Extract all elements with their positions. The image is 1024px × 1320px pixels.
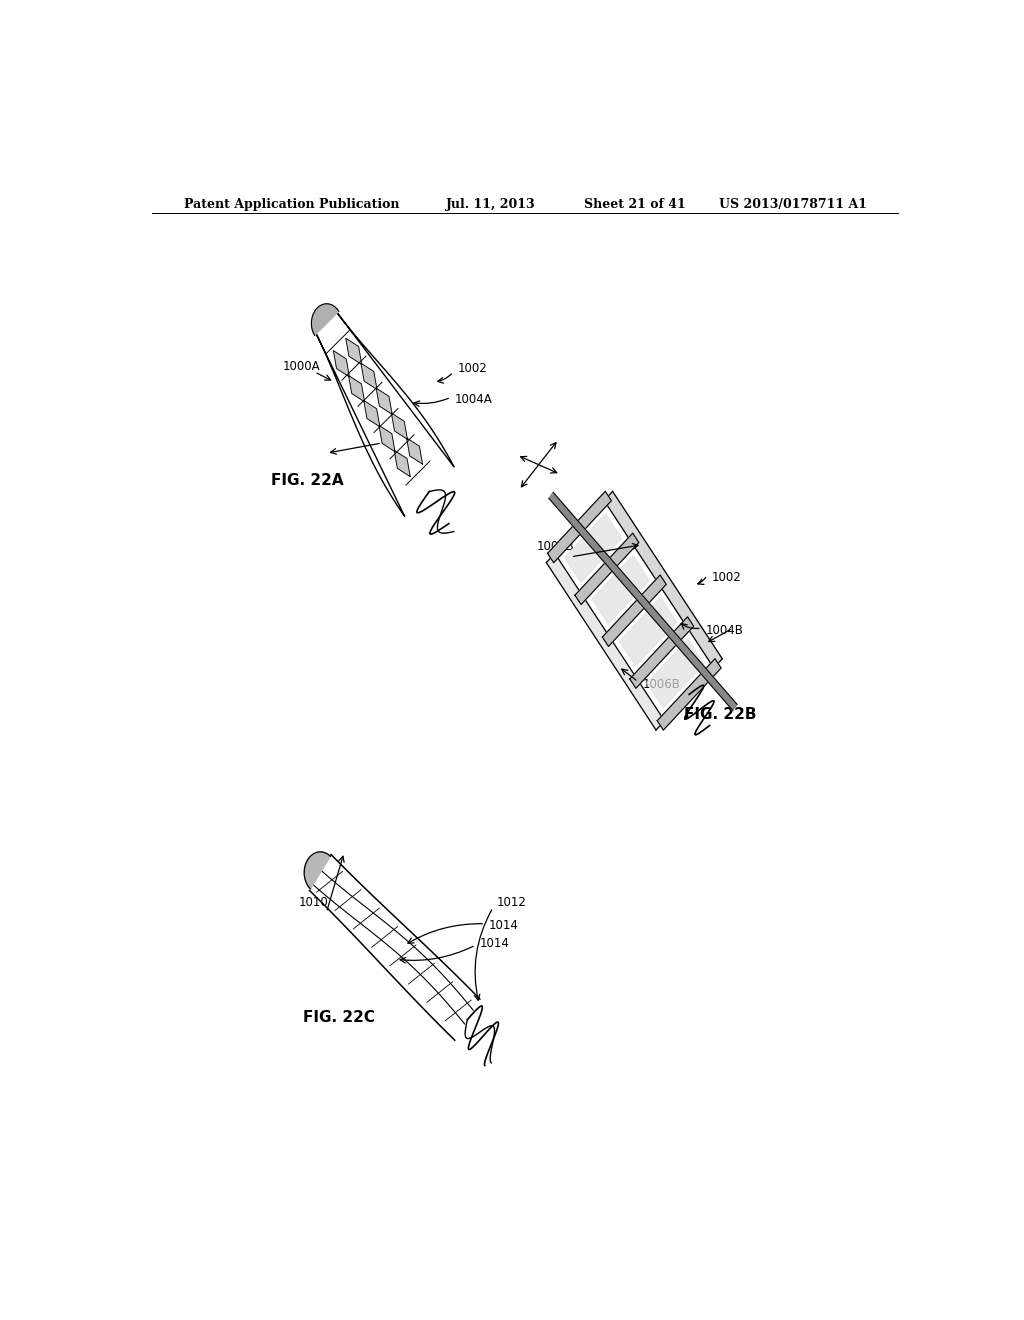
Polygon shape	[316, 313, 454, 516]
Polygon shape	[564, 513, 622, 582]
Polygon shape	[379, 425, 395, 451]
Text: 1012: 1012	[497, 896, 527, 909]
Polygon shape	[325, 322, 431, 494]
Text: 1006B: 1006B	[642, 678, 680, 692]
Polygon shape	[548, 491, 611, 562]
Polygon shape	[309, 855, 480, 1040]
Text: FIG. 22A: FIG. 22A	[270, 473, 343, 488]
Polygon shape	[348, 376, 365, 401]
Polygon shape	[602, 576, 667, 647]
Polygon shape	[604, 491, 722, 668]
Polygon shape	[311, 304, 339, 335]
Text: Jul. 11, 2013: Jul. 11, 2013	[445, 198, 536, 211]
Polygon shape	[346, 338, 361, 364]
Polygon shape	[647, 639, 703, 708]
Polygon shape	[657, 659, 721, 730]
Text: 1010: 1010	[299, 896, 329, 909]
Polygon shape	[630, 616, 693, 688]
Text: 1002: 1002	[458, 362, 487, 375]
Text: FIG. 22B: FIG. 22B	[684, 708, 756, 722]
Polygon shape	[592, 556, 649, 624]
Polygon shape	[334, 351, 349, 378]
Text: 1004A: 1004A	[455, 393, 493, 405]
Polygon shape	[549, 492, 737, 710]
Polygon shape	[407, 438, 423, 465]
Text: Sheet 21 of 41: Sheet 21 of 41	[585, 198, 686, 211]
Text: 1014: 1014	[479, 937, 509, 949]
Text: 1002: 1002	[712, 570, 741, 583]
Text: 1000B: 1000B	[537, 540, 574, 553]
Polygon shape	[391, 413, 408, 440]
Polygon shape	[361, 363, 377, 389]
Text: US 2013/0178711 A1: US 2013/0178711 A1	[719, 198, 867, 211]
Text: 1004B: 1004B	[706, 623, 743, 636]
Text: 1000A: 1000A	[283, 360, 321, 374]
Polygon shape	[304, 851, 331, 888]
Polygon shape	[620, 598, 677, 665]
Polygon shape	[547, 553, 665, 730]
Text: Patent Application Publication: Patent Application Publication	[183, 198, 399, 211]
Polygon shape	[394, 450, 411, 477]
Polygon shape	[364, 400, 380, 426]
Text: FIG. 22C: FIG. 22C	[303, 1010, 375, 1024]
Polygon shape	[376, 388, 392, 414]
Text: 1006A: 1006A	[378, 438, 416, 451]
Text: 1014: 1014	[489, 919, 519, 932]
Polygon shape	[574, 533, 639, 605]
